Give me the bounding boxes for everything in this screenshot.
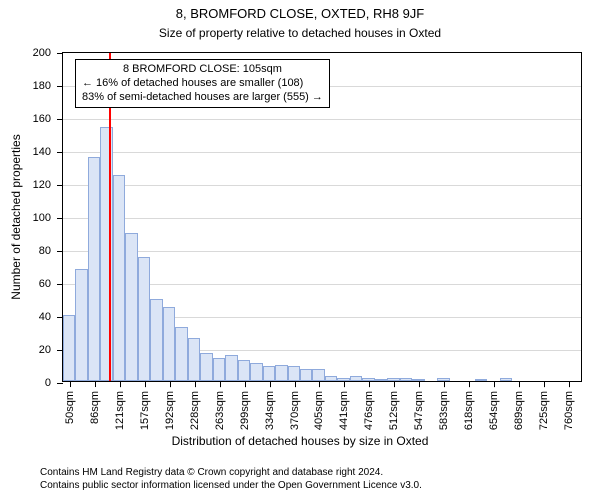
x-tick-label: 50sqm [64,381,76,424]
histogram-bar [475,379,487,381]
annotation-line: ← 16% of detached houses are smaller (10… [82,77,323,91]
y-tick-label: 60 [39,278,63,290]
y-tick-label: 140 [33,146,63,158]
histogram-bar [88,157,100,381]
histogram-bar [75,269,87,381]
histogram-bar [125,233,137,382]
histogram-bar [225,355,237,381]
histogram-bar [188,338,200,381]
x-tick-label: 192sqm [164,381,176,430]
gridline [63,152,581,153]
histogram-bar [250,363,262,381]
plot-inner: 8 BROMFORD CLOSE: 105sqm← 16% of detache… [63,53,581,381]
figure: 8, BROMFORD CLOSE, OXTED, RH8 9JF Size o… [0,0,600,500]
plot-area: 8 BROMFORD CLOSE: 105sqm← 16% of detache… [62,52,582,382]
histogram-bar [263,366,275,381]
x-axis-label: Distribution of detached houses by size … [0,434,600,448]
x-tick-label: 405sqm [313,381,325,430]
histogram-bar [213,358,225,381]
x-tick-label: 228sqm [189,381,201,430]
x-tick-label: 689sqm [513,381,525,430]
histogram-bar [288,366,300,381]
x-tick-label: 476sqm [363,381,375,430]
histogram-bar [150,299,162,382]
y-tick-label: 0 [45,377,63,389]
y-tick-label: 20 [39,344,63,356]
x-tick-label: 441sqm [338,381,350,430]
y-tick-label: 180 [33,80,63,92]
gridline [63,251,581,252]
footer-line-2: Contains public sector information licen… [40,479,422,492]
gridline [63,119,581,120]
x-tick-label: 370sqm [289,381,301,430]
histogram-bar [325,376,337,381]
x-tick-label: 618sqm [463,381,475,430]
gridline [63,218,581,219]
histogram-bar [138,257,150,381]
histogram-bar [100,127,112,381]
x-tick-label: 86sqm [89,381,101,424]
x-tick-label: 299sqm [239,381,251,430]
y-tick-label: 40 [39,311,63,323]
y-tick-label: 160 [33,113,63,125]
chart-title-subtitle: Size of property relative to detached ho… [0,26,600,40]
histogram-bar [63,315,75,381]
histogram-bar [375,379,387,381]
x-tick-label: 760sqm [563,381,575,430]
x-tick-label: 512sqm [388,381,400,430]
x-tick-label: 157sqm [139,381,151,430]
y-tick-label: 200 [33,47,63,59]
footer-attribution: Contains HM Land Registry data © Crown c… [40,466,422,492]
histogram-bar [113,175,125,381]
histogram-bar [175,327,187,381]
histogram-bar [275,365,287,382]
annotation-box: 8 BROMFORD CLOSE: 105sqm← 16% of detache… [75,59,330,108]
chart-title-address: 8, BROMFORD CLOSE, OXTED, RH8 9JF [0,6,600,21]
y-tick-label: 120 [33,179,63,191]
y-tick-label: 100 [33,212,63,224]
annotation-line: 8 BROMFORD CLOSE: 105sqm [82,63,323,77]
x-tick-label: 547sqm [413,381,425,430]
footer-line-1: Contains HM Land Registry data © Crown c… [40,466,422,479]
y-tick-label: 80 [39,245,63,257]
histogram-bar [200,353,212,381]
y-axis-label: Number of detached properties [9,134,23,299]
x-tick-label: 583sqm [438,381,450,430]
x-tick-label: 121sqm [114,381,126,430]
histogram-bar [163,307,175,381]
annotation-line: 83% of semi-detached houses are larger (… [82,91,323,105]
x-tick-label: 654sqm [488,381,500,430]
histogram-bar [300,369,312,381]
histogram-bar [312,369,324,381]
histogram-bar [350,376,362,381]
x-tick-label: 334sqm [264,381,276,430]
histogram-bar [400,378,412,381]
x-tick-label: 725sqm [538,381,550,430]
x-tick-label: 263sqm [214,381,226,430]
histogram-bar [500,378,512,381]
gridline [63,185,581,186]
histogram-bar [238,360,250,381]
